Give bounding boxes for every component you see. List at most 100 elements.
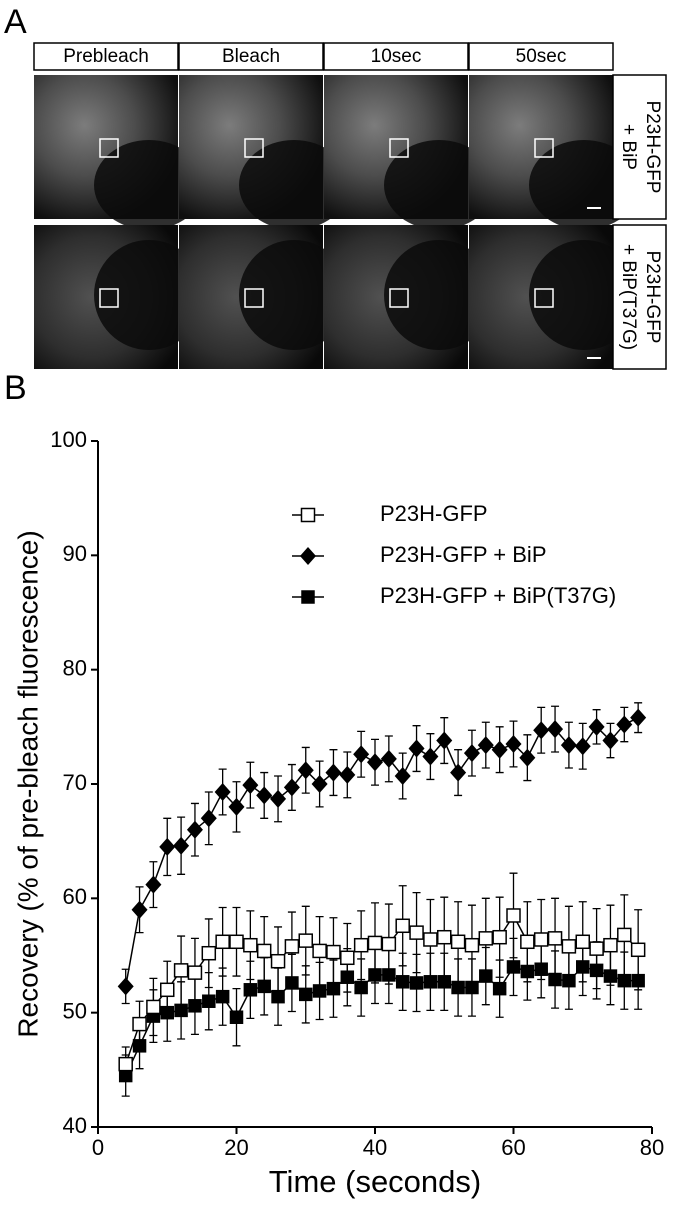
diamond-marker	[477, 736, 494, 755]
diamond-marker	[186, 820, 203, 839]
square-marker	[381, 936, 397, 952]
diamond-marker	[311, 775, 328, 793]
bleach-roi	[389, 288, 409, 308]
diamond-marker	[228, 797, 245, 816]
column-header-box	[178, 42, 324, 71]
row-label-box	[612, 224, 667, 370]
square-marker	[201, 945, 217, 961]
diamond-marker	[588, 717, 605, 736]
diamond-marker	[602, 731, 619, 750]
square-marker	[340, 950, 355, 966]
y-tick-label: 100	[50, 427, 87, 452]
y-tick-label: 80	[63, 655, 87, 680]
y-tick-label: 70	[63, 770, 87, 795]
square-marker	[617, 973, 632, 988]
diamond-marker	[519, 748, 536, 767]
column-header-box	[33, 42, 179, 71]
diamond-marker	[560, 736, 577, 755]
square-marker	[451, 980, 465, 995]
square-marker	[270, 953, 286, 969]
diamond-marker	[422, 747, 439, 766]
nucleus	[529, 240, 639, 350]
square-marker	[547, 931, 563, 946]
square-marker	[299, 987, 313, 1002]
row-label: + BiP	[618, 124, 639, 170]
bleach-roi	[244, 288, 264, 308]
square-marker	[354, 980, 368, 995]
diamond-marker	[297, 761, 314, 780]
y-tick-label: 50	[63, 998, 87, 1023]
x-tick-label: 20	[224, 1135, 248, 1160]
square-marker	[589, 941, 604, 956]
square-marker	[409, 976, 424, 990]
x-tick-label: 0	[92, 1135, 104, 1160]
panel-label: B	[4, 369, 27, 407]
square-marker	[312, 943, 327, 959]
square-marker	[187, 965, 203, 980]
square-marker	[174, 1003, 188, 1018]
nucleus	[384, 240, 494, 350]
square-marker	[215, 934, 230, 950]
diamond-marker	[145, 875, 162, 894]
nucleus	[239, 240, 349, 350]
square-marker	[160, 982, 175, 998]
diamond-marker	[173, 836, 190, 855]
diamond-marker	[408, 739, 425, 758]
diamond-marker	[630, 708, 647, 727]
square-marker	[520, 934, 535, 950]
diamond-marker	[300, 547, 316, 565]
diamond-marker	[131, 900, 148, 919]
diamond-marker	[325, 763, 342, 782]
diamond-marker	[270, 789, 287, 808]
diamond-marker	[463, 744, 480, 763]
square-marker	[561, 939, 577, 954]
square-marker	[630, 942, 646, 958]
y-tick-label: 40	[63, 1113, 87, 1138]
y-tick-label: 60	[63, 884, 87, 909]
square-marker	[575, 934, 590, 950]
square-marker	[423, 932, 438, 947]
square-marker	[326, 944, 341, 960]
square-marker	[533, 932, 549, 947]
diamond-marker	[367, 753, 383, 772]
bleach-roi	[244, 138, 264, 158]
square-marker	[450, 934, 466, 950]
square-marker	[229, 934, 244, 950]
y-tick-label: 90	[63, 541, 87, 566]
square-marker	[118, 1056, 133, 1072]
square-marker	[312, 984, 327, 998]
row-label: P23H-GFP	[642, 251, 663, 344]
column-header: 50sec	[516, 46, 567, 67]
x-tick-label: 80	[640, 1135, 664, 1160]
square-marker	[301, 590, 315, 604]
square-marker	[506, 960, 521, 974]
column-header-box	[323, 42, 469, 71]
diamond-marker	[574, 737, 591, 756]
square-marker	[284, 939, 300, 954]
x-axis-title: Time (seconds)	[269, 1164, 481, 1199]
x-tick-label: 40	[363, 1135, 387, 1160]
square-marker	[437, 929, 452, 945]
diamond-marker	[339, 765, 356, 784]
y-axis-title: Recovery (% of pre-bleach fluorescence)	[12, 530, 43, 1037]
square-marker	[603, 937, 618, 953]
diamond-marker	[436, 731, 453, 750]
square-marker	[353, 937, 369, 953]
square-marker	[202, 994, 216, 1008]
square-marker	[367, 935, 383, 951]
square-marker	[256, 943, 272, 959]
diamond-marker	[380, 749, 397, 768]
diamond-marker	[256, 786, 273, 805]
diamond-marker	[491, 740, 508, 759]
diamond-marker	[283, 778, 300, 797]
bleach-roi	[99, 288, 119, 308]
nucleus	[529, 140, 639, 230]
diamond-marker	[547, 720, 564, 739]
chart: 40 50 60 70 80 90 100 0 20 40 60 80 Time (seconds) Re…	[12, 427, 664, 1199]
x-tick-label: 60	[501, 1135, 525, 1160]
diamond-marker	[200, 809, 217, 828]
column-header: Prebleach	[63, 46, 149, 67]
diamond-marker	[214, 783, 231, 802]
